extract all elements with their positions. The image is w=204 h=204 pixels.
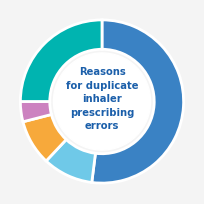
Wedge shape — [92, 21, 184, 183]
Text: Reasons
for duplicate
inhaler
prescribing
errors: Reasons for duplicate inhaler prescribin… — [66, 67, 138, 131]
Wedge shape — [20, 102, 51, 122]
Wedge shape — [46, 140, 95, 183]
Wedge shape — [20, 21, 102, 102]
Circle shape — [53, 54, 151, 150]
Wedge shape — [23, 115, 66, 161]
